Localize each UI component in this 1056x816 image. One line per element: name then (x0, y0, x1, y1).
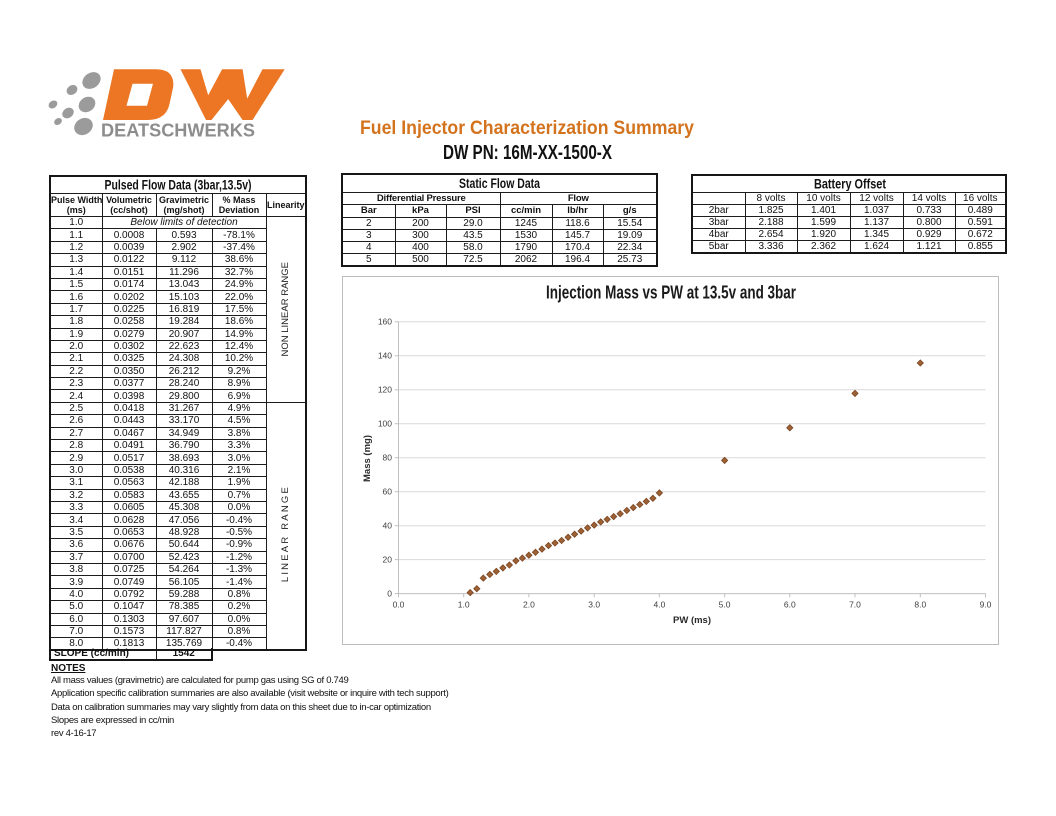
svg-text:Fuel Injector Characterization: Fuel Injector Characterization Summary (360, 118, 694, 139)
svg-text:1.0: 1.0 (458, 600, 470, 610)
svg-text:DEATSCHWERKS: DEATSCHWERKS (101, 121, 255, 141)
svg-text:8.0: 8.0 (914, 600, 926, 610)
svg-text:60: 60 (383, 487, 393, 497)
svg-text:4.0: 4.0 (653, 600, 665, 610)
svg-text:100: 100 (378, 419, 392, 429)
svg-text:Battery Offset: Battery Offset (814, 176, 886, 191)
svg-text:40: 40 (383, 521, 393, 531)
svg-text:140: 140 (378, 351, 392, 361)
svg-text:9.0: 9.0 (980, 600, 992, 610)
svg-text:PW (ms): PW (ms) (673, 615, 711, 626)
svg-text:20: 20 (383, 555, 393, 565)
svg-text:120: 120 (378, 385, 392, 395)
svg-text:Static Flow Data: Static Flow Data (459, 175, 540, 191)
svg-text:0: 0 (387, 589, 392, 599)
svg-text:0.0: 0.0 (393, 600, 405, 610)
svg-text:Injection Mass vs PW at 13.5v: Injection Mass vs PW at 13.5v and 3bar (546, 283, 796, 303)
svg-text:Pulsed Flow Data (3bar,13.5v): Pulsed Flow Data (3bar,13.5v) (105, 177, 252, 192)
svg-text:80: 80 (383, 453, 393, 463)
svg-text:7.0: 7.0 (849, 600, 861, 610)
svg-text:160: 160 (378, 317, 392, 327)
svg-text:Mass (mg): Mass (mg) (362, 435, 373, 482)
svg-text:6.0: 6.0 (784, 600, 796, 610)
svg-text:2.0: 2.0 (523, 600, 535, 610)
svg-text:DW PN: 16M-XX-1500-X: DW PN: 16M-XX-1500-X (443, 142, 612, 164)
svg-text:5.0: 5.0 (719, 600, 731, 610)
svg-text:3.0: 3.0 (588, 600, 600, 610)
